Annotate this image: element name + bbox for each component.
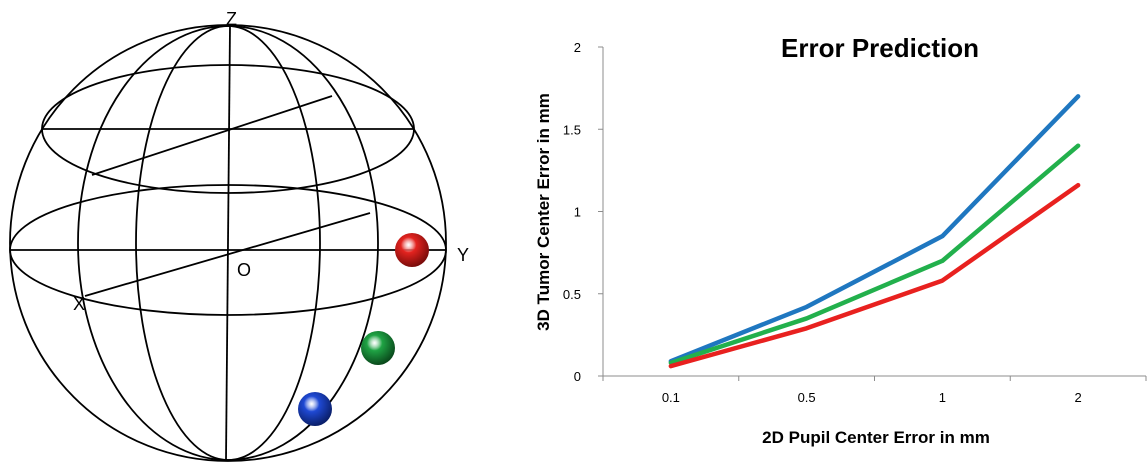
y-tick-label: 1 xyxy=(574,205,581,220)
red-ball xyxy=(395,233,429,267)
x-tick-label: 0.1 xyxy=(662,390,680,405)
x-axis-label: X xyxy=(73,294,85,314)
x-tick-label: 2 xyxy=(1075,390,1082,405)
blue-ball xyxy=(298,392,332,426)
y-tick-label: 2 xyxy=(574,40,581,55)
sphere-diagram: Z Y X O xyxy=(9,9,469,462)
z-axis-label: Z xyxy=(226,9,237,29)
series-lines xyxy=(668,94,1081,369)
x-axis-title: 2D Pupil Center Error in mm xyxy=(762,428,990,447)
y-tick-label: 0.5 xyxy=(563,287,581,302)
y-tick-label: 0 xyxy=(574,369,581,384)
chart-title: Error Prediction xyxy=(781,33,979,63)
line-chart: Error Prediction 3D Tumor Center Error i… xyxy=(534,33,1147,447)
series-line-3 xyxy=(668,182,1081,369)
origin-label: O xyxy=(237,260,251,280)
y-axis: 0 0.5 1 1.5 2 xyxy=(563,40,604,384)
upper-latitude-diagonal xyxy=(91,95,333,176)
series-line-1 xyxy=(668,94,1081,364)
x-axis: 0.1 0.5 1 2 xyxy=(602,375,1147,405)
sphere-meridian-inner xyxy=(135,25,321,461)
y-tick-label: 1.5 xyxy=(563,122,581,137)
x-tick-label: 0.5 xyxy=(798,390,816,405)
y-axis-label: Y xyxy=(457,245,469,265)
green-ball xyxy=(361,331,395,365)
z-axis-line xyxy=(225,25,231,461)
sphere-outline xyxy=(9,24,447,462)
y-axis-title: 3D Tumor Center Error in mm xyxy=(534,93,553,331)
series-line-2 xyxy=(668,143,1081,366)
x-tick-label: 1 xyxy=(939,390,946,405)
